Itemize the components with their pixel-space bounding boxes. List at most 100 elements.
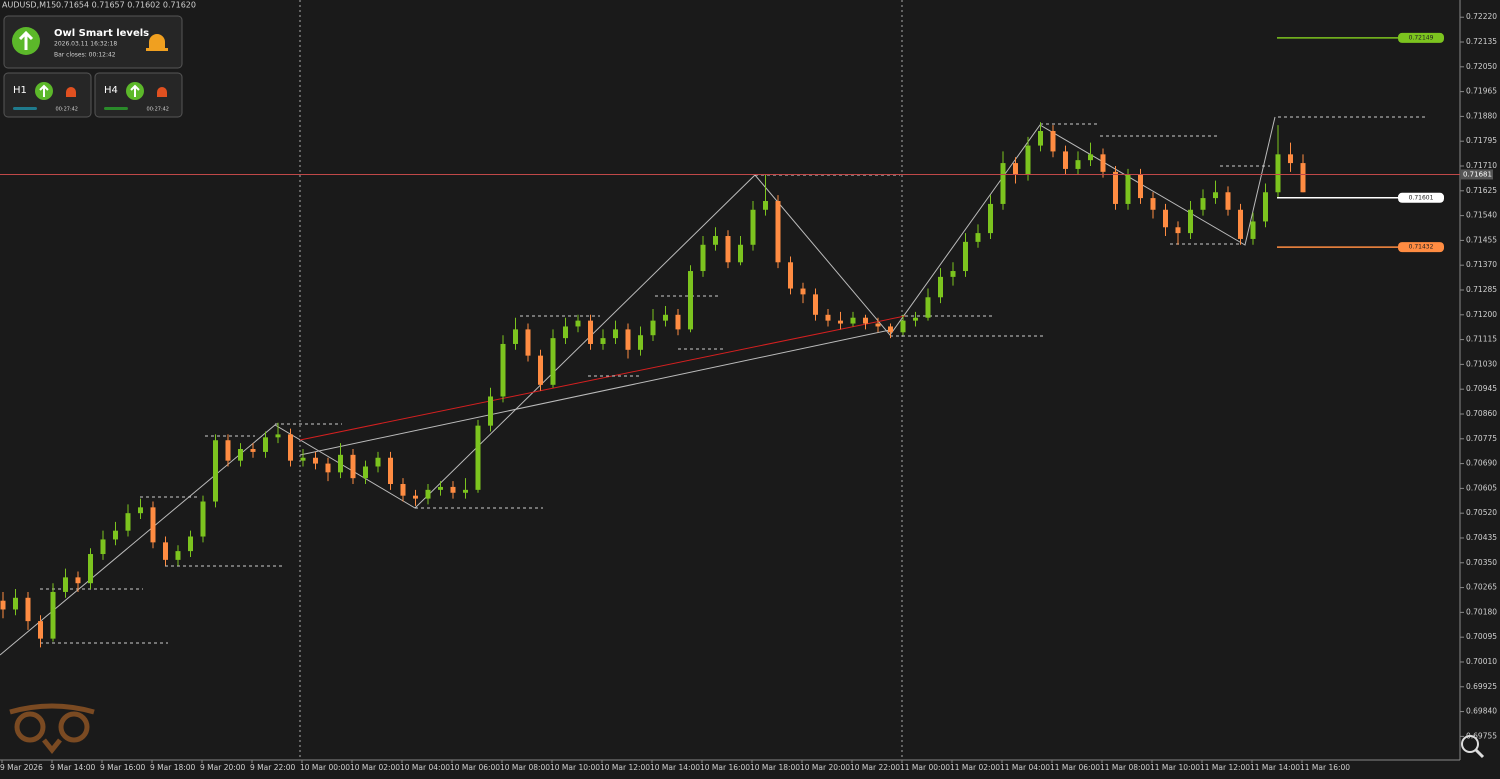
candle-body <box>600 338 606 344</box>
candle-body <box>1238 209 1243 239</box>
candle-body <box>638 335 643 350</box>
candle-body <box>1263 192 1268 222</box>
x-tick-label: 10 Mar 02:00 <box>350 763 400 772</box>
candle-body <box>1188 209 1193 234</box>
h4-bar <box>104 107 128 110</box>
candle-body <box>850 317 856 324</box>
y-tick-label: 0.71455 <box>1466 235 1497 244</box>
candle-body <box>188 536 193 552</box>
candle-body <box>513 329 518 344</box>
x-tick-label: 10 Mar 22:00 <box>850 763 900 772</box>
candle-body <box>763 201 768 210</box>
candle-body <box>975 233 981 242</box>
candle-body <box>88 554 93 584</box>
candle-body <box>950 271 956 277</box>
y-tick-label: 0.72135 <box>1466 37 1497 46</box>
x-tick-label: 10 Mar 10:00 <box>550 763 600 772</box>
zoom-icon[interactable] <box>1461 735 1485 759</box>
alarm-base <box>146 48 168 51</box>
candle-body <box>100 539 106 555</box>
candle-body <box>113 530 118 540</box>
x-tick-label: 11 Mar 10:00 <box>1150 763 1200 772</box>
x-tick-label: 11 Mar 06:00 <box>1050 763 1100 772</box>
x-tick-label: 10 Mar 00:00 <box>300 763 350 772</box>
candle-body <box>425 489 431 499</box>
y-tick-label: 0.70180 <box>1466 607 1497 616</box>
candle-body <box>800 288 806 295</box>
panel-box <box>3 15 183 69</box>
bar-close: Bar closes: 00:12:42 <box>54 52 116 59</box>
candle-body <box>688 271 693 330</box>
candle-body <box>1288 154 1293 164</box>
candle-body <box>1200 198 1206 210</box>
candle-body <box>700 244 706 272</box>
x-tick-label: 10 Mar 04:00 <box>400 763 450 772</box>
y-tick-label: 0.71030 <box>1466 359 1497 368</box>
candle-body <box>713 236 718 245</box>
trend-line-red <box>299 315 906 441</box>
y-tick-label: 0.71200 <box>1466 310 1497 319</box>
x-tick-label: 11 Mar 16:00 <box>1300 763 1350 772</box>
y-tick-label: 0.70605 <box>1466 483 1497 492</box>
y-tick-label: 0.71880 <box>1466 111 1497 120</box>
candle-body <box>1250 221 1256 239</box>
owl-panel: Owl Smart levels 2026.03.11 16:32:18 Bar… <box>3 15 183 118</box>
candle-body <box>413 495 418 499</box>
y-tick-label: 0.70095 <box>1466 632 1497 641</box>
candle-body <box>888 326 893 333</box>
y-tick-label: 0.71115 <box>1466 335 1497 344</box>
candle-body <box>1088 154 1093 161</box>
candle-body <box>263 437 268 452</box>
x-tick-label: 10 Mar 12:00 <box>600 763 650 772</box>
candle-body <box>225 440 231 461</box>
zigzag <box>0 116 1276 656</box>
candle-body <box>288 434 293 461</box>
h1-timer: 00:27:42 <box>56 107 78 113</box>
candle-body <box>313 457 318 464</box>
candle-body <box>163 542 168 560</box>
candle-body <box>538 355 543 385</box>
candle-body <box>488 396 493 426</box>
current-price-label: 0.71681 <box>1463 170 1492 178</box>
level-label: 0.72149 <box>1409 34 1434 41</box>
h4-alarm <box>157 87 167 97</box>
y-tick-label: 0.71795 <box>1466 136 1497 145</box>
y-tick-label: 0.71540 <box>1466 211 1497 220</box>
candle-body <box>563 326 568 339</box>
y-tick-label: 0.70520 <box>1466 508 1497 517</box>
symbol: AUDUSD,M15 <box>2 1 56 10</box>
candle-body <box>663 314 668 321</box>
candle-body <box>1075 160 1081 169</box>
candle-body <box>1175 227 1181 234</box>
x-tick-label: 10 Mar 06:00 <box>450 763 500 772</box>
y-tick-label: 0.71285 <box>1466 285 1497 294</box>
y-tick-label: 0.71710 <box>1466 161 1497 170</box>
candle-body <box>875 323 881 327</box>
candle-body <box>175 551 181 560</box>
candle-body <box>138 507 143 514</box>
candle-body <box>525 329 531 356</box>
x-tick-label: 9 Mar 22:00 <box>250 763 296 772</box>
candle-body <box>38 621 43 639</box>
candle-body <box>825 314 831 321</box>
level-box <box>1398 242 1444 253</box>
candle-body <box>1138 174 1143 199</box>
candle-body <box>1100 154 1106 172</box>
candle-body <box>913 317 918 321</box>
candle-body <box>1150 198 1156 210</box>
candle-body <box>650 320 656 336</box>
trend-line <box>299 329 891 456</box>
candle-body <box>775 201 781 263</box>
candle-body <box>1000 163 1006 204</box>
arrow-up <box>18 30 34 50</box>
candle-body <box>350 454 356 479</box>
level-box <box>1398 192 1444 203</box>
candle-body <box>813 294 818 315</box>
candle-body <box>338 454 343 473</box>
current-price-box <box>1461 169 1493 180</box>
h1-alarm <box>66 87 76 97</box>
candle-body <box>750 209 756 245</box>
candle-body <box>275 434 281 438</box>
